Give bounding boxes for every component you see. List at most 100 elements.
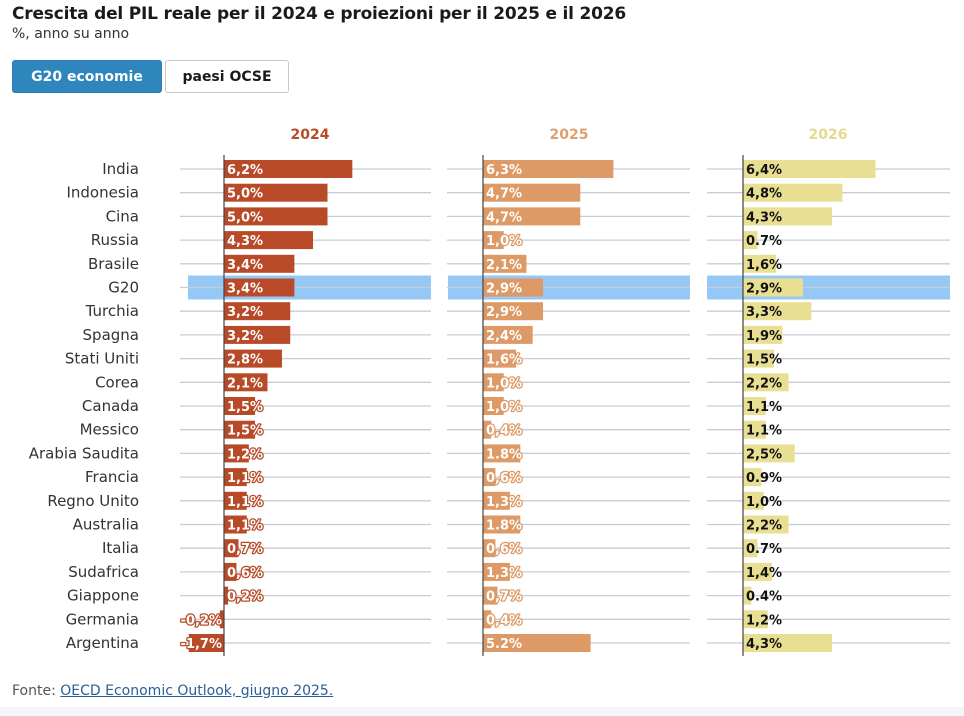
bar-2024 (224, 349, 282, 368)
source-prefix: Fonte: (12, 683, 61, 699)
category-label: Stati Uniti (65, 350, 139, 368)
bar-2025 (483, 420, 492, 439)
bar-2024 (224, 373, 268, 392)
bar-2024 (224, 515, 247, 534)
bar-2025 (483, 302, 544, 321)
bar-2026 (743, 634, 833, 652)
data-label-2025: 4,7% (486, 187, 522, 202)
bar-2025 (483, 160, 614, 178)
data-label-2026: 2,9% (746, 282, 782, 297)
data-label-2026: 1,9% (746, 329, 782, 344)
data-label-2026: 4,3% (746, 210, 782, 225)
data-label-2026: 1,5% (746, 353, 782, 368)
data-label-2025: 1,3% (486, 495, 522, 510)
bottom-strip (0, 707, 964, 716)
bar-2025 (483, 444, 521, 463)
data-label-2025: 1,0% (486, 376, 522, 391)
bar-2026 (743, 420, 766, 439)
bar-2025 (483, 183, 581, 202)
bar-2025 (483, 373, 504, 392)
data-label-2025: 6,3% (486, 163, 522, 178)
data-label-2024: 3,2% (227, 329, 263, 344)
data-label-2026: 0.7% (746, 234, 782, 249)
data-label-2025: 4,7% (486, 210, 522, 225)
data-label-2026: 1,1% (746, 400, 782, 415)
bar-2026 (743, 207, 833, 226)
data-label-2026: 1,2% (746, 613, 782, 628)
data-label-2024: 5,0% (227, 187, 263, 202)
category-label: Brasile (88, 255, 139, 273)
bar-2025 (483, 491, 510, 510)
category-label: Messico (80, 421, 139, 439)
bar-2025 (483, 254, 527, 273)
data-label-2025: 1,0% (486, 234, 522, 249)
bar-2026 (743, 231, 758, 250)
data-label-2024: 1,1% (227, 495, 263, 510)
bar-2024 (188, 634, 224, 652)
bar-2024 (224, 444, 249, 463)
data-label-2024: 0,7% (227, 542, 263, 557)
category-label: Regno Unito (47, 492, 139, 510)
bar-2025 (483, 207, 581, 226)
bar-2026 (743, 586, 752, 605)
data-label-2025: 0,6% (486, 471, 522, 486)
bar-2026 (743, 610, 768, 629)
data-label-2024: 4,3% (227, 234, 263, 249)
bar-2024 (224, 278, 295, 297)
bar-2024 (224, 397, 256, 415)
bar-2025 (483, 468, 496, 487)
bar-2024 (224, 539, 239, 558)
data-label-2026: 0.7% (746, 542, 782, 557)
bar-2026 (743, 444, 795, 463)
data-label-2026: 4,8% (746, 187, 782, 202)
bar-2024 (224, 254, 295, 273)
data-label-2026: 0.4% (746, 590, 782, 605)
data-label-2024: 1,5% (227, 424, 263, 439)
series-header-2025: 2025 (550, 127, 589, 143)
data-label-2025: 2,1% (486, 258, 522, 273)
data-label-2026: 1,4% (746, 566, 782, 581)
bar-2025 (483, 397, 504, 415)
data-label-2026: 2,5% (746, 447, 782, 462)
category-label: Argentina (66, 634, 139, 652)
bar-2024 (224, 325, 291, 344)
data-label-2024: 6,2% (227, 163, 263, 178)
bar-2024 (224, 562, 237, 581)
bar-2025 (483, 562, 510, 581)
source-note: Fonte: OECD Economic Outlook, giugno 202… (12, 683, 333, 699)
data-label-2024: 0,2% (227, 590, 263, 605)
data-label-2025: 1.8% (486, 519, 522, 534)
bar-2024 (224, 420, 256, 439)
bar-2024 (224, 207, 328, 226)
data-label-2024: -1,7% (181, 637, 222, 652)
data-label-2025: 0,4% (486, 424, 522, 439)
data-label-2025: 2,9% (486, 282, 522, 297)
category-label: Italia (102, 539, 139, 557)
tab-g20-economie[interactable]: G20 economie (12, 60, 162, 93)
tab-paesi-ocse[interactable]: paesi OCSE (165, 60, 289, 93)
chart-title: Crescita del PIL reale per il 2024 e pro… (12, 4, 627, 24)
bar-2026 (743, 254, 777, 273)
category-label: Germania (66, 610, 139, 628)
category-label: Arabia Saudita (29, 444, 139, 462)
data-label-2024: 3,4% (227, 258, 263, 273)
series-header-2024: 2024 (291, 127, 330, 143)
data-label-2024: 5,0% (227, 210, 263, 225)
data-label-2025: 1,6% (486, 353, 522, 368)
category-label: Indonesia (66, 184, 139, 202)
category-label: Canada (82, 397, 139, 415)
category-label: Corea (95, 373, 139, 391)
bar-2024 (224, 183, 328, 202)
data-label-2025: 0,7% (486, 590, 522, 605)
data-label-2026: 4,3% (746, 637, 782, 652)
gdp-growth-chart: 2024 2025 2026 India Indonesia Cina Russia Bras… (29, 127, 950, 656)
bar-2024 (219, 610, 224, 629)
data-label-2024: 0,6% (227, 566, 263, 581)
data-label-2025: 0,6% (486, 542, 522, 557)
data-label-2024: 2,8% (227, 353, 263, 368)
category-label: Sudafrica (68, 563, 139, 581)
bar-2026 (743, 491, 764, 510)
source-link[interactable]: OECD Economic Outlook, giugno 2025. (60, 683, 334, 699)
bar-2024 (224, 231, 314, 250)
bar-2026 (743, 562, 772, 581)
